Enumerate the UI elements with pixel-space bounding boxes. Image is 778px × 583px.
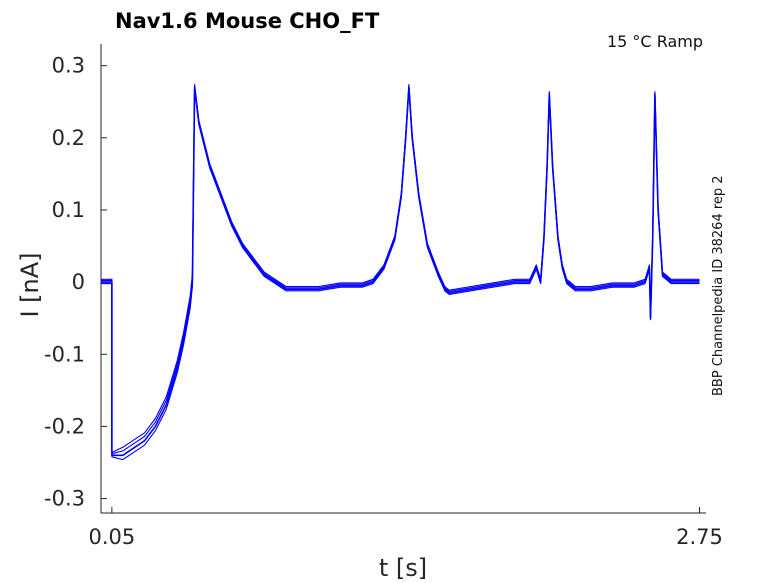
chart-title: Nav1.6 Mouse CHO_FT [115, 9, 380, 33]
axes [100, 44, 706, 514]
y-tick-label: 0 [72, 270, 85, 294]
trace-line [101, 85, 700, 455]
y-tick-label: 0.2 [52, 126, 85, 150]
traces [101, 83, 700, 461]
side-label: BBP Channelpedia ID 38264 rep 2 [711, 175, 726, 396]
x-axis-label: t [s] [379, 554, 427, 582]
y-tick-label: 0.3 [52, 54, 85, 78]
protocol-annotation: 15 °C Ramp [607, 32, 703, 51]
y-tick-label: -0.1 [44, 342, 85, 366]
trace-line [101, 88, 700, 461]
x-tick-label: 0.05 [88, 525, 135, 549]
y-axis-label: I [nA] [16, 252, 44, 317]
trace-line [101, 83, 700, 454]
ticks: 0.3 0.2 0.1 0 -0.1 -0.2 -0.30.05 2.75 [44, 54, 723, 549]
trace-line [101, 86, 700, 457]
y-tick-label: 0.1 [52, 198, 85, 222]
x-tick-label: 2.75 [676, 525, 723, 549]
y-tick-label: -0.2 [44, 414, 85, 438]
y-tick-label: -0.3 [44, 487, 85, 511]
